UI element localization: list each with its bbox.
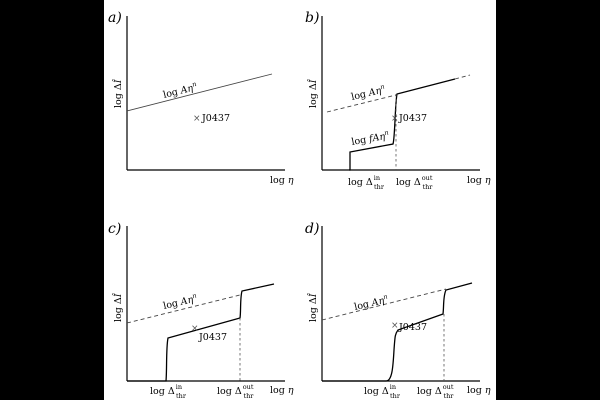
observed-curve [127, 283, 275, 382]
threshold-out-label: log Δout thr [417, 383, 454, 400]
power-law-extrapolation [326, 94, 397, 113]
source-label: J0437 [398, 113, 427, 124]
y-axis-label: log ΔÎ [112, 292, 124, 322]
power-law-label: log Aηn [162, 80, 199, 101]
observed-curve [349, 78, 456, 171]
y-axis-label: log ΔÎ [307, 78, 319, 108]
power-law-extrapolation [126, 294, 241, 324]
source-marker: × [193, 114, 201, 124]
power-law-extrapolation [454, 74, 471, 80]
threshold-out-label: log Δout thr [396, 174, 433, 191]
panel-a: a) log ΔÎ log η log Aηn × J0437 [108, 10, 294, 186]
y-axis-label: log ΔÎ [112, 78, 124, 108]
source-label: J0437 [198, 332, 227, 343]
power-law-label: log Aηn [162, 291, 199, 311]
diagram-canvas: a) log ΔÎ log η log Aηn × J0437 b) log Δ… [108, 10, 491, 400]
panel-letter-a: a) [108, 10, 122, 26]
x-axis-label: log η [467, 175, 491, 186]
threshold-in-label: log Δin thr [364, 383, 401, 400]
panel-d: d) log ΔÎ log η log Aηn × J0437 log Δin t… [305, 221, 491, 400]
x-axis-label: log η [270, 385, 294, 396]
threshold-in-label: log Δin thr [348, 174, 385, 191]
panel-letter-d: d) [305, 221, 319, 237]
threshold-in-label: log Δin thr [150, 383, 187, 400]
y-axis-label: log ΔÎ [307, 292, 319, 322]
x-axis-label: log η [467, 385, 491, 396]
power-law-label: log Aηn [350, 82, 387, 102]
panel-letter-b: b) [305, 10, 319, 26]
power-law-line [126, 73, 273, 112]
reduced-power-law-label: log fAηn [350, 129, 390, 148]
source-marker: × [391, 321, 399, 331]
source-marker: × [191, 324, 199, 334]
panel-c: c) log ΔÎ log η log Aηn × J0437 log Δin t… [108, 221, 294, 400]
source-label: J0437 [398, 322, 427, 333]
source-marker: × [391, 114, 399, 124]
observed-curve [322, 282, 473, 382]
power-law-extrapolation [321, 288, 447, 321]
panel-b: b) log ΔÎ log η log Aηn log fAηn × J0437… [305, 10, 491, 191]
x-axis-label: log η [270, 175, 294, 186]
threshold-out-label: log Δout thr [217, 383, 254, 400]
source-label: J0437 [201, 113, 230, 124]
figure: a) log ΔÎ log η log Aηn × J0437 b) log Δ… [104, 0, 496, 400]
panel-letter-c: c) [108, 221, 121, 237]
power-law-label: log Aηn [353, 292, 390, 312]
